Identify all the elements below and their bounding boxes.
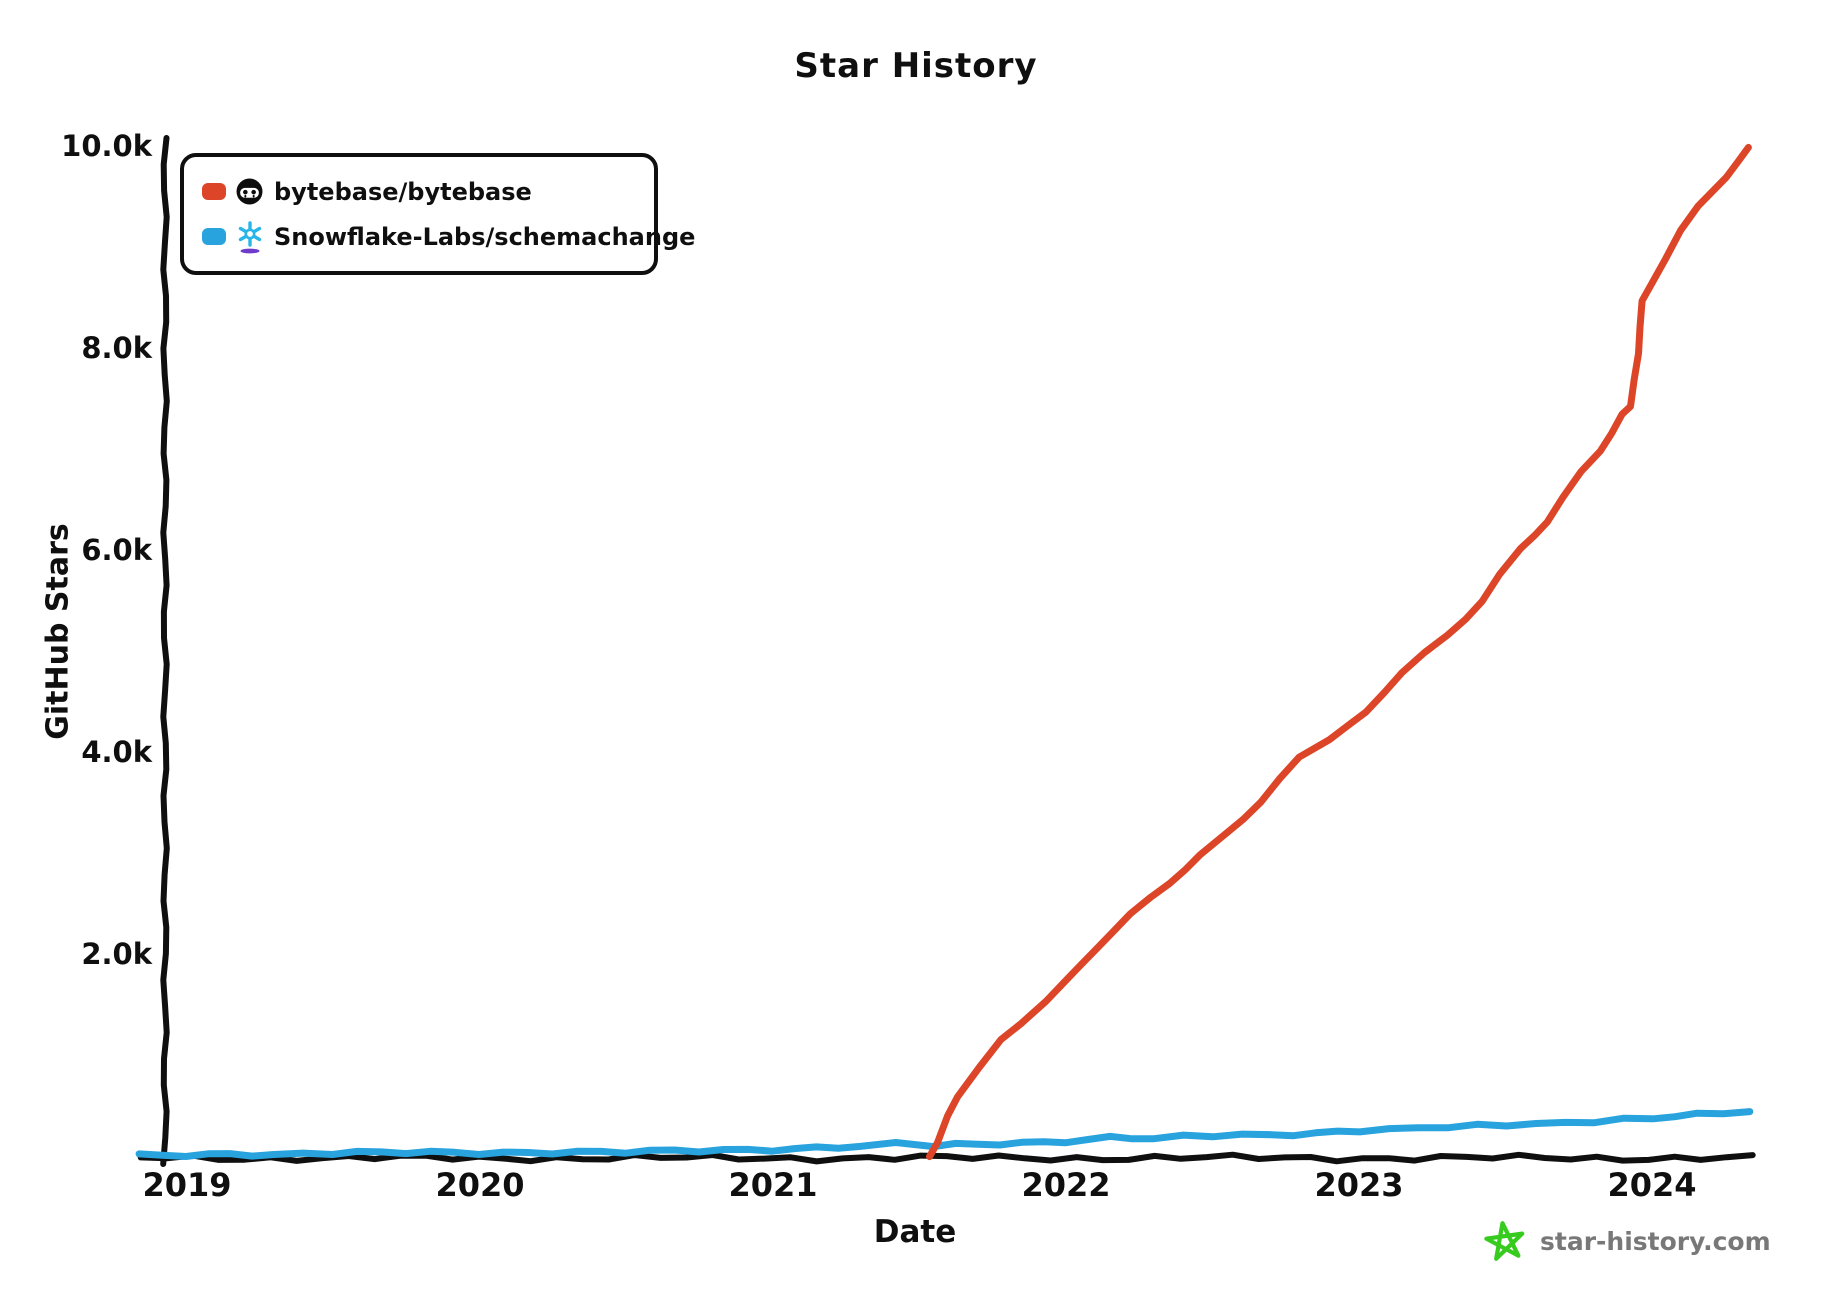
legend-marker-schemachange (202, 228, 226, 245)
bytebase-avatar-icon (236, 175, 264, 209)
x-tick-label-2020: 2020 (435, 1166, 525, 1204)
x-axis-line (137, 1151, 1756, 1165)
legend-label-bytebase: bytebase/bytebase (274, 177, 532, 206)
legend-item-schemachange: Snowflake-Labs/schemachange (202, 220, 695, 254)
footer-brand-text: star-history.com (1540, 1226, 1771, 1256)
legend-item-bytebase: bytebase/bytebase (202, 175, 640, 209)
snowflake-avatar-icon (236, 220, 264, 254)
y-tick-label-4.0k: 4.0k (81, 735, 152, 769)
x-tick-label-2021: 2021 (728, 1166, 818, 1204)
footer-watermark: star-history.com (1482, 1218, 1771, 1264)
legend-box: bytebase/bytebase Snowflake-Labs/schemac… (180, 153, 695, 275)
x-tick-label-2023: 2023 (1314, 1166, 1404, 1204)
x-tick-label-2019: 2019 (142, 1166, 232, 1204)
y-tick-label-6.0k: 6.0k (81, 533, 152, 567)
legend-label-schemachange: Snowflake-Labs/schemachange (274, 222, 696, 251)
legend-marker-bytebase (202, 183, 226, 200)
y-axis-line (160, 135, 170, 1167)
x-tick-label-2022: 2022 (1021, 1166, 1111, 1204)
y-tick-label-10.0k: 10.0k (61, 129, 152, 163)
x-tick-label-2024: 2024 (1607, 1166, 1697, 1204)
x-axis-title: Date (873, 1214, 957, 1250)
y-axis-title: GitHub Stars (40, 523, 76, 740)
chart-title: Star History (794, 46, 1038, 86)
star-history-logo-icon (1484, 1221, 1525, 1261)
series-line-bytebase (926, 143, 1752, 1161)
y-tick-label-8.0k: 8.0k (81, 331, 152, 365)
y-tick-label-2.0k: 2.0k (81, 937, 152, 971)
